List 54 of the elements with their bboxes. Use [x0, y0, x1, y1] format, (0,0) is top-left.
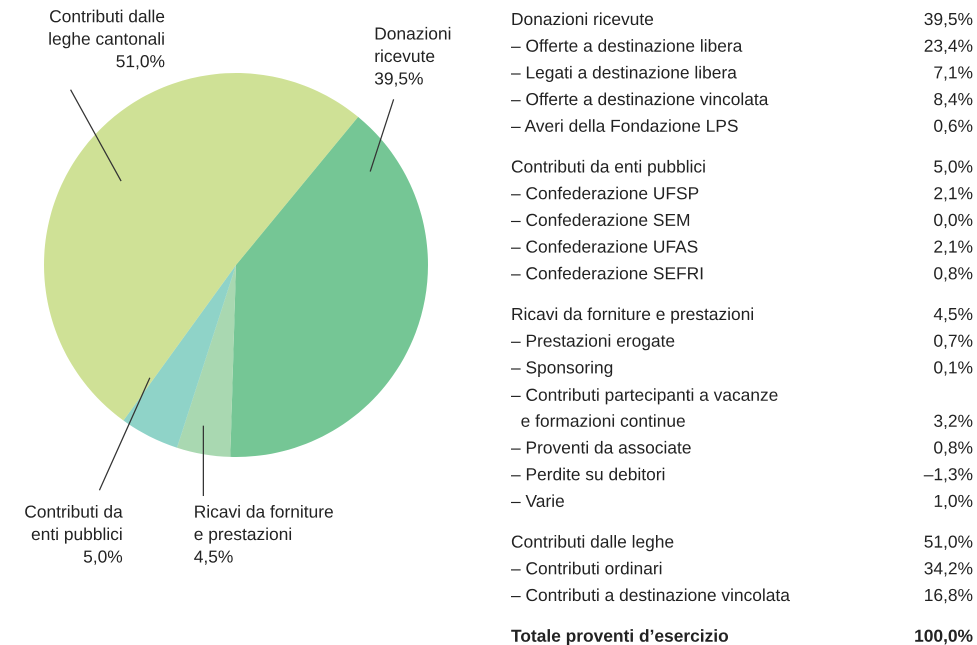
- data-label: 2,1%: [934, 240, 972, 255]
- data-label: 5,0%: [84, 550, 122, 565]
- category-label: – Offerte a destinazione vincolata: [511, 92, 768, 106]
- pie-slice: [123, 265, 236, 448]
- category-label: Contributi da enti pubblici: [512, 160, 705, 176]
- data-label: –1,3%: [924, 468, 972, 482]
- data-label: 0,7%: [934, 334, 972, 349]
- data-label: 0,0%: [934, 214, 972, 228]
- category-label: – Prestazioni erogate: [511, 334, 674, 350]
- category-label: – Averi della Fondazione LPS: [511, 119, 738, 132]
- data-label: 0,6%: [934, 120, 972, 134]
- category-label: – Legati a destinazione libera: [511, 66, 737, 82]
- category-label: Contributi dalle leghe: [512, 535, 674, 552]
- data-label: 0,8%: [934, 441, 972, 456]
- data-label: 51,0%: [924, 535, 972, 550]
- slice-label: Donazioni ricevute: [375, 26, 450, 62]
- category-label: Donazioni ricevute: [512, 12, 654, 26]
- category-label: – Proventi da associate: [511, 440, 691, 454]
- category-label: – Offerte a destinazione libera: [511, 39, 742, 52]
- data-label: 1,0%: [934, 494, 972, 510]
- data-label: 34,2%: [924, 562, 972, 577]
- data-label: 4,5%: [194, 550, 233, 565]
- category-label: – Confederazione SEM: [511, 213, 690, 226]
- category-label: Ricavi da forniture e prestazioni: [512, 307, 754, 324]
- category-label: – Sponsoring: [511, 360, 612, 377]
- category-label: Totale proventi d’esercizio: [511, 629, 728, 645]
- category-label: – Varie: [511, 494, 564, 508]
- data-label: 16,8%: [925, 588, 972, 604]
- category-label: – Confederazione SEFRI: [511, 266, 702, 280]
- data-label: 39,5%: [374, 72, 423, 87]
- data-label: 0,1%: [934, 361, 972, 376]
- slice-label: Ricavi da forniture e prestazioni: [194, 505, 333, 544]
- slice-label: Contributi da enti pubblici: [25, 505, 123, 544]
- data-label: 23,4%: [924, 40, 972, 54]
- pie-slice: [230, 116, 428, 457]
- category-label: – Perdite su debitori: [511, 468, 664, 480]
- data-label: 5,0%: [934, 160, 972, 175]
- category-label: – Contributi ordinari: [511, 562, 662, 574]
- data-label: 4,5%: [934, 308, 972, 322]
- pie-slice: [176, 265, 236, 457]
- data-label: 100,0%: [915, 630, 973, 644]
- category-label: – Contributi a destinazione vincolata: [511, 588, 790, 602]
- data-label: 51,0%: [116, 55, 164, 70]
- pie-slice: [44, 73, 358, 421]
- slice-label: Contributi dalle leghe cantonali: [49, 10, 164, 48]
- data-label: 3,2%: [934, 414, 972, 430]
- data-label: 2,1%: [934, 187, 972, 202]
- data-label: 8,4%: [934, 92, 972, 108]
- data-label: 0,8%: [934, 267, 972, 282]
- category-label: – Confederazione UFSP: [511, 186, 698, 200]
- category-label: – Contributi partecipanti a vacanze e formazioni continue: [511, 388, 778, 427]
- data-label: 7,1%: [934, 66, 972, 81]
- data-label: 39,5%: [924, 12, 972, 28]
- category-label: – Confederazione UFAS: [511, 240, 698, 253]
